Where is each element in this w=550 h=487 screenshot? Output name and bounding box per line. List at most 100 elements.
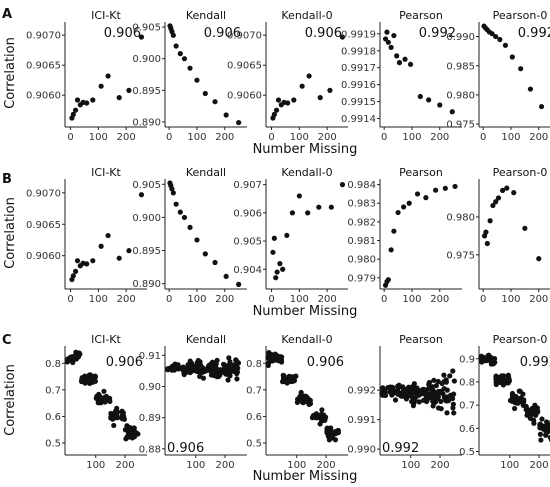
data-point	[265, 362, 271, 369]
x-tick-label: 100	[89, 132, 108, 143]
x-tick-label: 0	[166, 294, 172, 305]
data-point	[229, 366, 235, 372]
x-tick-label: 0	[67, 132, 73, 143]
data-point	[226, 355, 232, 361]
data-point	[487, 218, 493, 224]
correlation-annotation: 0.906	[106, 355, 143, 370]
data-point	[382, 392, 389, 399]
data-point	[70, 111, 76, 117]
data-point	[209, 363, 215, 369]
data-point	[384, 29, 390, 35]
data-point	[138, 34, 145, 40]
data-point	[212, 99, 218, 105]
data-point	[443, 398, 450, 404]
data-point	[270, 249, 276, 255]
data-point	[125, 427, 131, 433]
data-point	[234, 376, 240, 382]
panel-pearson: Pearson 0.979 0.980 0.981 0.982 0.983 0.984 0 10…	[347, 166, 462, 305]
y-tick-label: 0.984	[347, 180, 376, 191]
data-point	[395, 209, 401, 216]
panel-title: Kendall	[186, 333, 226, 346]
x-tick-label: 100	[290, 132, 309, 143]
correlation-annotation: 0.906	[167, 441, 204, 456]
data-point	[432, 187, 439, 193]
data-point	[234, 371, 240, 377]
data-point	[538, 437, 544, 443]
panel-ici-kt: ICI-Kt 0.9060 0.9065 0.9070 0 100 200 0.906	[26, 9, 147, 143]
data-point	[504, 185, 510, 191]
data-point	[84, 261, 90, 267]
correlation-annotation: 0.992	[382, 441, 419, 456]
x-tick-label: 200	[117, 294, 136, 305]
data-point	[90, 97, 96, 103]
data-point	[275, 358, 281, 364]
data-point	[98, 83, 104, 89]
y-tick-label: 0.9060	[26, 91, 61, 102]
data-point	[87, 372, 93, 378]
x-tick-label: 0	[268, 294, 274, 305]
data-point	[426, 97, 432, 103]
data-point	[478, 353, 484, 359]
data-point	[215, 371, 221, 377]
data-point	[289, 210, 296, 216]
x-tick-label: 200	[318, 294, 337, 305]
data-point	[101, 388, 107, 394]
y-tick-label: 0.905	[233, 237, 262, 248]
panel-kendall: Kendall 0.88 0.89 0.90 0.91 100 200 0.906	[139, 333, 247, 471]
data-point	[451, 378, 457, 384]
data-point	[92, 378, 98, 384]
data-point	[452, 183, 458, 190]
data-point	[271, 235, 277, 241]
data-point	[175, 365, 181, 371]
y-tick-label: 0.90	[139, 382, 161, 393]
data-point	[450, 368, 456, 374]
data-point	[438, 398, 444, 405]
data-point	[430, 403, 436, 409]
data-point	[522, 225, 528, 231]
data-point	[497, 36, 503, 43]
data-point	[185, 362, 191, 368]
data-point	[388, 387, 394, 393]
data-point	[438, 388, 444, 394]
data-point	[416, 392, 422, 398]
panel-title: Kendall	[186, 166, 226, 179]
data-point	[339, 182, 346, 188]
data-point	[96, 393, 102, 399]
data-point	[296, 193, 302, 199]
y-tick-label: 0.5	[246, 439, 262, 450]
data-point	[505, 380, 511, 386]
data-point	[432, 390, 439, 397]
data-point	[510, 394, 516, 401]
data-point	[442, 185, 448, 191]
y-tick-label: 0.8	[459, 377, 475, 388]
data-point	[438, 406, 444, 412]
x-tick-label: 100	[186, 460, 205, 471]
data-point	[425, 386, 431, 392]
data-point	[409, 398, 415, 405]
y-tick-label: 0.900	[132, 54, 161, 65]
data-point	[532, 402, 538, 408]
y-tick-label: 0.6	[45, 412, 61, 423]
y-tick-label: 0.89	[139, 413, 161, 424]
data-point	[523, 407, 529, 413]
data-point	[527, 86, 534, 92]
data-point	[501, 377, 507, 383]
data-point	[417, 93, 423, 100]
y-tick-label: 0.9065	[227, 61, 262, 72]
panel-title: ICI-Kt	[91, 166, 121, 179]
correlation-annotation: 0.906	[307, 355, 344, 370]
data-point	[450, 405, 456, 411]
data-point	[173, 43, 179, 49]
data-point	[72, 352, 79, 358]
y-tick-label: 0.980	[446, 212, 475, 223]
data-point	[484, 240, 490, 247]
y-tick-label: 0.7	[45, 385, 61, 396]
data-point	[489, 31, 495, 37]
data-point	[110, 415, 117, 421]
data-point	[72, 268, 79, 274]
data-point	[116, 255, 122, 261]
data-point	[225, 364, 231, 370]
panel-title: Pearson-0	[493, 166, 548, 179]
data-point	[505, 374, 512, 380]
data-point	[435, 394, 441, 400]
